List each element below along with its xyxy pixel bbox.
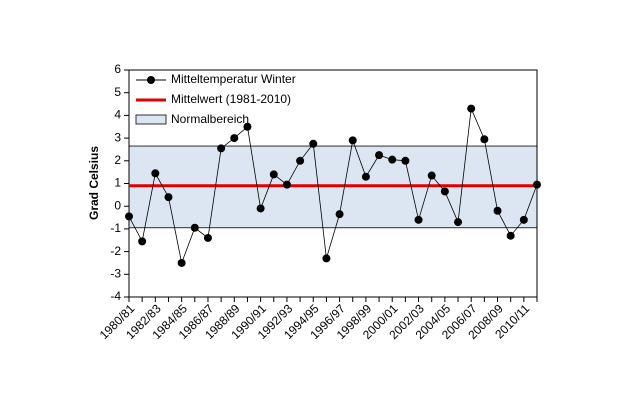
y-tick-label: 2 xyxy=(114,153,121,167)
y-tick-label: 3 xyxy=(114,130,121,144)
data-point xyxy=(217,144,226,153)
y-tick-label: 4 xyxy=(114,108,121,122)
data-point xyxy=(493,206,502,215)
data-point xyxy=(151,169,160,178)
data-point xyxy=(309,139,318,148)
data-point xyxy=(401,156,410,165)
data-point xyxy=(388,155,397,164)
legend-marker xyxy=(147,76,155,84)
legend-label: Mitteltemperatur Winter xyxy=(171,72,296,86)
data-point xyxy=(506,231,515,240)
legend-swatch xyxy=(135,114,167,125)
data-point xyxy=(414,215,423,224)
y-axis-label: Grad Celsius xyxy=(87,146,101,220)
data-point xyxy=(269,170,278,179)
data-point xyxy=(138,237,147,246)
data-point xyxy=(454,218,463,227)
data-point xyxy=(375,151,384,160)
y-tick-label: 0 xyxy=(114,198,121,212)
data-point xyxy=(519,215,528,224)
data-point xyxy=(533,180,541,189)
data-point xyxy=(296,156,305,165)
y-tick-label: 5 xyxy=(114,85,121,99)
data-point xyxy=(256,204,265,213)
y-tick-label: -4 xyxy=(110,289,121,303)
data-point xyxy=(335,210,344,219)
legend-label: Mittelwert (1981-2010) xyxy=(171,92,291,106)
data-point xyxy=(322,254,331,263)
data-point xyxy=(230,134,239,143)
data-point xyxy=(480,135,489,144)
data-point xyxy=(440,187,449,196)
data-point xyxy=(427,171,436,180)
data-point xyxy=(361,172,370,181)
data-point xyxy=(467,104,476,113)
y-tick-label: -3 xyxy=(110,266,121,280)
data-point xyxy=(164,193,173,202)
data-point xyxy=(190,223,199,232)
y-tick-label: 1 xyxy=(114,176,121,190)
y-tick-label: -2 xyxy=(110,244,121,258)
data-point xyxy=(348,136,357,145)
data-point xyxy=(243,122,252,131)
y-tick-label: -1 xyxy=(110,221,121,235)
legend-label: Normalbereich xyxy=(171,112,249,126)
data-point xyxy=(125,212,133,221)
data-point xyxy=(282,180,291,189)
y-tick-label: 6 xyxy=(114,62,121,76)
data-point xyxy=(203,233,212,242)
data-point xyxy=(177,258,186,267)
